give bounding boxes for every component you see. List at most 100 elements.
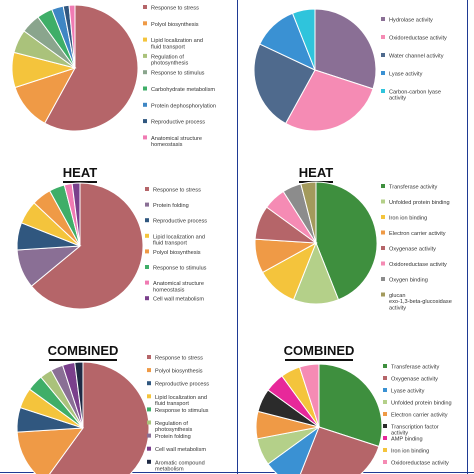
legend-swatch [383, 448, 387, 452]
legend-swatch [381, 277, 385, 281]
legend-label: Lipid localization and fluid transport [153, 234, 205, 246]
legend-swatch [145, 218, 149, 223]
legend-label: Cell wall metabolism [153, 297, 204, 303]
pie-slice [43, 4, 139, 132]
legend-label: Regulation of photosynthesis [155, 421, 193, 433]
legend-label: Response to stimulus [155, 408, 209, 414]
legend-label: Oxygenase activity [391, 377, 438, 383]
legend-label: Lipid localization and fluid transport [151, 38, 203, 50]
legend-label: Protein folding [155, 434, 191, 440]
legend-swatch [145, 265, 149, 269]
vertical-divider [237, 0, 238, 474]
legend-swatch [383, 364, 387, 368]
legend-label: Response to stress [153, 188, 201, 194]
legend-swatch [381, 199, 385, 204]
legend-swatch [143, 21, 147, 26]
legend-swatch [381, 89, 385, 93]
legend-label: Transcription factor activity [391, 425, 439, 437]
legend-swatch [145, 296, 149, 301]
chart-title-underline [48, 359, 118, 361]
legend-swatch [147, 368, 151, 373]
legend-label: Unfolded protein binding [391, 401, 452, 407]
legend-swatch [143, 53, 147, 58]
legend-swatch [381, 215, 385, 219]
legend-label: Oxidoreductase activity [391, 461, 449, 467]
legend-swatch [145, 280, 149, 285]
legend-swatch [381, 246, 385, 250]
legend-swatch [143, 70, 147, 75]
pie-slice [71, 182, 81, 247]
legend-swatch [147, 433, 151, 438]
legend-label: Carbohydrate metabolism [151, 87, 215, 93]
legend-label: AMP binding [391, 437, 423, 443]
legend-label: Polyol biosynthesis [155, 369, 203, 375]
legend-label: Reproductive process [155, 382, 209, 388]
pie-slice [291, 8, 316, 71]
legend-swatch [383, 400, 387, 404]
chart-title-underline [284, 359, 354, 361]
legend-swatch [147, 355, 151, 359]
legend-label: Oxygen binding [389, 278, 428, 284]
legend-label: Regulation of photosynthesis [151, 54, 189, 66]
chart-title-underline [62, 181, 98, 183]
pie-slice [315, 181, 378, 301]
pie-slice [74, 361, 84, 429]
legend-swatch [145, 202, 149, 207]
pie-slice [253, 43, 316, 125]
chart-title: COMBINED [283, 343, 355, 358]
legend-swatch [147, 459, 151, 464]
legend-label: Transferase activity [391, 365, 439, 371]
chart-title: HEAT [62, 165, 98, 180]
bottom-border [0, 472, 474, 473]
pie-slice [300, 181, 317, 244]
legend-swatch [145, 187, 149, 191]
legend-label: Electron carrier activity [389, 231, 446, 237]
legend-swatch [381, 261, 385, 266]
legend-swatch [381, 71, 385, 75]
legend-swatch [143, 135, 147, 140]
legend-label: Reproductive process [153, 219, 207, 225]
legend-swatch [383, 388, 387, 392]
legend-label: Oxidoreductase activity [389, 262, 447, 268]
legend-label: Electron carrier activity [391, 413, 448, 419]
chart-title: COMBINED [47, 343, 119, 358]
pie-slice [318, 363, 383, 448]
legend-swatch [147, 446, 151, 451]
legend-swatch [381, 184, 385, 188]
legend-label: Response to stimulus [151, 71, 205, 77]
legend-swatch [383, 424, 387, 428]
legend-label: glucan exo-1,3-beta-glucosidase activity [389, 293, 452, 311]
pie-slice [284, 69, 374, 132]
right-border [467, 0, 468, 474]
legend-swatch [147, 420, 151, 425]
legend-swatch [143, 37, 147, 42]
legend-label: Anatomical structure homeostasis [153, 281, 204, 293]
legend-swatch [381, 292, 385, 297]
legend-swatch [143, 102, 147, 107]
pie-slice [298, 363, 320, 428]
pie-slice [30, 182, 144, 310]
legend-label: Response to stress [155, 356, 203, 362]
legend-label: Response to stimulus [153, 266, 207, 272]
legend-swatch [381, 35, 385, 39]
legend-swatch [143, 86, 147, 91]
legend-swatch [381, 17, 385, 21]
legend-swatch [147, 407, 151, 412]
legend-label: Hydrolase activity [389, 18, 433, 24]
legend-label: Polyol biosynthesis [153, 250, 201, 256]
legend-label: Lyase activity [391, 389, 425, 395]
legend-swatch [383, 376, 387, 380]
legend-label: Protein dephosphorylation [151, 103, 216, 109]
legend-label: Water channel activity [389, 54, 444, 60]
legend-swatch [383, 460, 387, 464]
legend-swatch [147, 381, 151, 386]
legend-swatch [145, 249, 149, 254]
legend-swatch [147, 394, 151, 399]
legend-label: Oxidoreductase activity [389, 36, 447, 42]
